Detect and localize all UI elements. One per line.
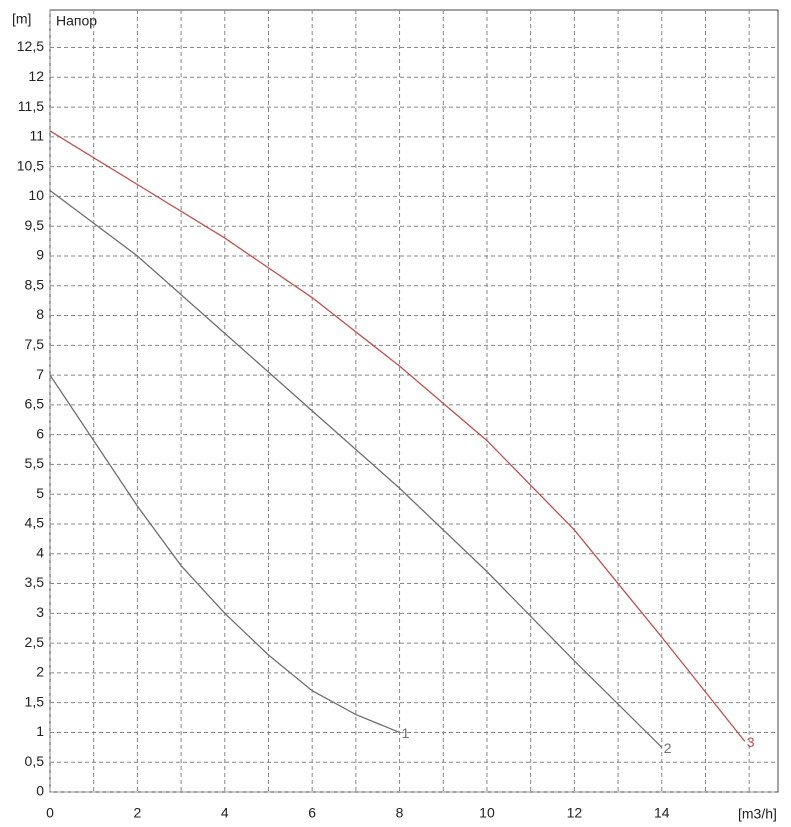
y-tick-label: 11,5 xyxy=(18,98,44,114)
curve-label: 2 xyxy=(664,740,672,756)
curve xyxy=(49,189,663,748)
x-tick-label: 8 xyxy=(396,805,404,821)
y-unit: [m] xyxy=(12,11,31,27)
y-tick-label: 12,5 xyxy=(17,38,44,54)
curve xyxy=(49,374,400,734)
y-tick-label: 8 xyxy=(36,306,44,322)
y-tick-label: 12 xyxy=(28,68,44,84)
y-tick-label: 11 xyxy=(29,128,44,144)
chart-title: Напор xyxy=(56,13,97,29)
y-tick-label: 1,5 xyxy=(25,693,45,709)
y-tick-label: 0 xyxy=(36,783,44,799)
curve xyxy=(49,130,746,742)
x-tick-label: 10 xyxy=(479,805,495,821)
y-tick-label: 1 xyxy=(36,723,44,739)
y-tick-label: 8,5 xyxy=(25,276,45,292)
plot-area xyxy=(49,9,779,793)
y-tick-label: 9,5 xyxy=(25,217,45,233)
y-tick-label: 7 xyxy=(36,366,44,382)
x-tick-label: 4 xyxy=(221,805,229,821)
curve-label: 3 xyxy=(747,734,755,750)
x-tick-label: 12 xyxy=(567,805,583,821)
curve-label: 1 xyxy=(402,725,410,741)
y-tick-label: 10,5 xyxy=(17,157,44,173)
x-tick-label: 6 xyxy=(308,805,316,821)
y-tick-label: 0,5 xyxy=(25,753,45,769)
y-tick-label: 7,5 xyxy=(25,336,45,352)
y-tick-label: 5,5 xyxy=(25,455,45,471)
x-tick-label: 14 xyxy=(654,805,670,821)
y-tick-label: 4 xyxy=(36,544,44,560)
y-tick-label: 9 xyxy=(36,247,44,263)
x-unit: [m3/h] xyxy=(738,806,777,822)
y-tick-label: 2,5 xyxy=(25,634,45,650)
y-tick-label: 4,5 xyxy=(25,515,45,531)
y-tick-label: 3 xyxy=(36,604,44,620)
x-tick-label: 0 xyxy=(46,805,54,821)
y-tick-label: 3,5 xyxy=(25,574,45,590)
y-tick-label: 6 xyxy=(36,425,44,441)
y-tick-label: 5 xyxy=(36,485,44,501)
y-tick-label: 10 xyxy=(28,187,44,203)
y-tick-label: 2 xyxy=(36,664,44,680)
y-tick-label: 6,5 xyxy=(25,396,45,412)
x-tick-label: 2 xyxy=(133,805,141,821)
